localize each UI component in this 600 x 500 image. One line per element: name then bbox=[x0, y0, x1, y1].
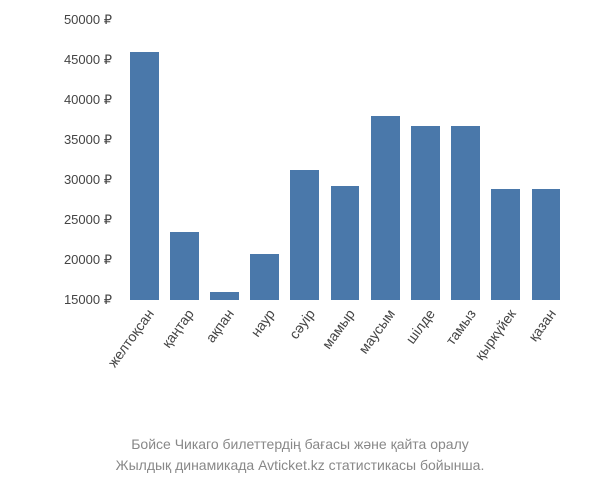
x-tick-label: тамыз bbox=[442, 306, 479, 348]
bar-slot bbox=[446, 20, 486, 300]
y-tick-label: 45000 ₽ bbox=[64, 52, 112, 68]
bar-slot bbox=[325, 20, 365, 300]
x-label-slot: қыркүйек bbox=[486, 304, 526, 424]
y-tick-label: 50000 ₽ bbox=[64, 12, 112, 28]
x-label-slot: наур bbox=[245, 304, 285, 424]
y-tick-label: 15000 ₽ bbox=[64, 292, 112, 308]
bar bbox=[130, 52, 159, 300]
x-label-slot: желтоқсан bbox=[124, 304, 164, 424]
x-tick-label: желтоқсан bbox=[104, 306, 157, 370]
caption-line-1: Бойсе Чикаго билеттердің бағасы және қай… bbox=[131, 436, 469, 452]
price-chart: 15000 ₽ 20000 ₽ 25000 ₽ 30000 ₽ 35000 ₽ 40000… bbox=[60, 20, 580, 320]
y-tick-label: 40000 ₽ bbox=[64, 92, 112, 108]
y-axis: 15000 ₽20000 ₽25000 ₽30000 ₽35000 ₽40000… bbox=[60, 20, 120, 300]
bar-slot bbox=[486, 20, 526, 300]
x-label-slot: қаңтар bbox=[164, 304, 204, 424]
x-label-slot: ақпан bbox=[204, 304, 244, 424]
x-tick-label: қазан bbox=[525, 306, 559, 344]
x-tick-label: мамыр bbox=[319, 306, 358, 352]
bar-slot bbox=[164, 20, 204, 300]
bar bbox=[170, 232, 199, 300]
bar bbox=[491, 189, 520, 300]
bar-slot bbox=[405, 20, 445, 300]
bar-slot bbox=[245, 20, 285, 300]
x-tick-label: ақпан bbox=[203, 306, 238, 345]
x-label-slot: мамыр bbox=[325, 304, 365, 424]
x-label-slot: қазан bbox=[526, 304, 566, 424]
x-tick-label: наур bbox=[247, 306, 278, 340]
bar bbox=[532, 189, 561, 300]
x-tick-label: шілде bbox=[403, 306, 439, 347]
y-tick-label: 35000 ₽ bbox=[64, 132, 112, 148]
y-tick-label: 25000 ₽ bbox=[64, 212, 112, 228]
y-tick-label: 30000 ₽ bbox=[64, 172, 112, 188]
x-label-slot: тамыз bbox=[446, 304, 486, 424]
x-tick-label: сәуір bbox=[286, 306, 318, 342]
x-label-slot: маусым bbox=[365, 304, 405, 424]
bar bbox=[250, 254, 279, 300]
bar-slot bbox=[526, 20, 566, 300]
bar bbox=[451, 126, 480, 300]
plot-area bbox=[120, 20, 570, 300]
bar bbox=[290, 170, 319, 300]
chart-caption: Бойсе Чикаго билеттердің бағасы және қай… bbox=[0, 434, 600, 476]
bar bbox=[411, 126, 440, 300]
y-tick-label: 20000 ₽ bbox=[64, 252, 112, 268]
x-axis-labels: желтоқсанқаңтарақпан наур сәуірмамырмаусым… bbox=[120, 304, 570, 424]
x-tick-label: қаңтар bbox=[159, 306, 198, 351]
bars-group bbox=[120, 20, 570, 300]
bar-slot bbox=[365, 20, 405, 300]
x-label-slot: шілде bbox=[405, 304, 445, 424]
bar-slot bbox=[285, 20, 325, 300]
bar bbox=[210, 292, 239, 300]
x-label-slot: сәуір bbox=[285, 304, 325, 424]
caption-line-2: Жылдық динамикада Avticket.kz статистика… bbox=[116, 457, 485, 473]
bar bbox=[371, 116, 400, 300]
bar-slot bbox=[204, 20, 244, 300]
bar bbox=[331, 186, 360, 300]
bar-slot bbox=[124, 20, 164, 300]
